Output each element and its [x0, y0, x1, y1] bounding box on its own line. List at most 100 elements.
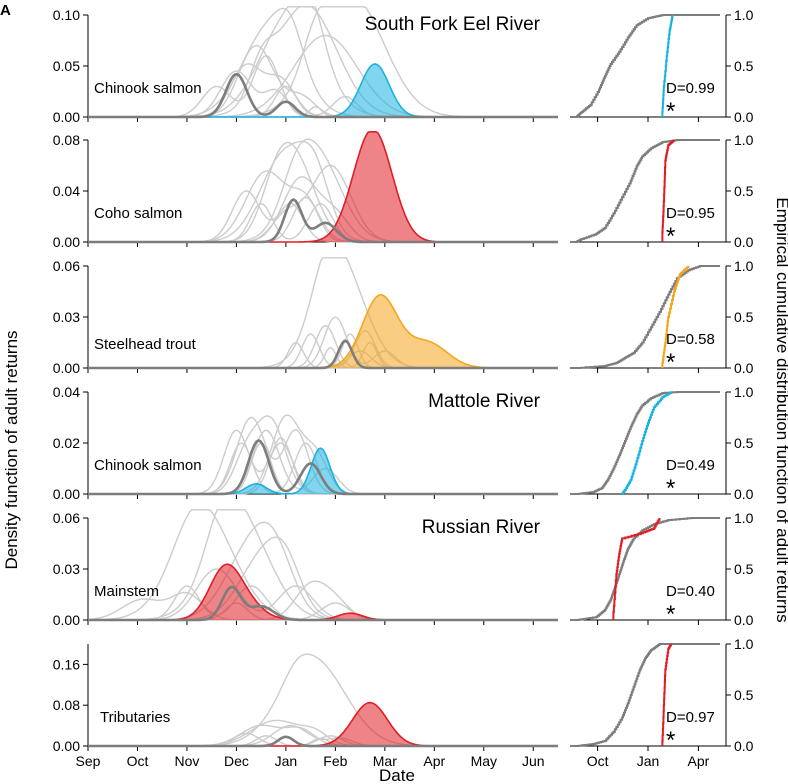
significance-marker: * [666, 223, 675, 250]
individual-year-line [88, 140, 558, 243]
y-tick-label: 0.03 [53, 561, 80, 577]
ecdf-x-tick-label: Oct [587, 753, 609, 769]
y-tick-label: 0.04 [53, 384, 80, 400]
ecdf-y-tick-label: 0.5 [734, 435, 754, 451]
panel-3: 0.00 0.03 0.06 Steelhead trout 0.0 0.5 1.0 D=0.… [53, 257, 754, 376]
ks-statistic: D=0.95 [666, 205, 715, 222]
focal-area [88, 294, 558, 368]
y-tick-label: 0.00 [53, 486, 80, 502]
species-label: Steelhead trout [94, 336, 197, 353]
species-label: Chinook salmon [94, 457, 202, 474]
y-tick-label: 0.08 [53, 132, 80, 148]
ecdf-focal-line [661, 15, 674, 117]
ecdf-axes [570, 140, 727, 243]
ecdf-y-tick-label: 0.5 [734, 687, 754, 703]
x-tick-label: Sep [76, 753, 101, 769]
y-axis-title-right: Empirical cumulative distribution functi… [773, 197, 788, 622]
ecdf-y-tick-label: 0.0 [734, 612, 754, 628]
ecdf-focal-line [612, 518, 661, 620]
significance-marker: * [666, 349, 675, 376]
significance-marker: * [666, 98, 675, 125]
y-tick-label: 0.00 [53, 738, 80, 754]
x-tick-label: Nov [174, 753, 199, 769]
significance-marker: * [666, 727, 675, 754]
density-axes [87, 140, 558, 243]
individual-year-line [88, 106, 558, 118]
ecdf-y-tick-label: 0.0 [734, 234, 754, 250]
ecdf-axes [570, 644, 727, 747]
individual-year-line [88, 34, 558, 118]
individual-year-line [88, 653, 558, 747]
x-tick-label: Feb [323, 753, 347, 769]
focal-area [88, 564, 558, 620]
ecdf-y-tick-label: 0.0 [734, 109, 754, 125]
ks-statistic: D=0.49 [666, 457, 715, 474]
y-tick-label: 0.08 [53, 697, 80, 713]
y-tick-label: 0.00 [53, 234, 80, 250]
ks-statistic: D=0.99 [666, 80, 715, 97]
ecdf-y-tick-label: 1.0 [734, 258, 754, 274]
ecdf-x-tick-label: Jan [637, 753, 660, 769]
historical-line [88, 198, 558, 244]
ecdf-y-tick-label: 1.0 [734, 132, 754, 148]
x-tick-label: May [471, 753, 497, 769]
y-tick-label: 0.05 [53, 58, 80, 74]
species-label: Tributaries [100, 709, 170, 726]
individual-year-line [88, 724, 558, 747]
historical-line [88, 735, 558, 748]
significance-marker: * [666, 601, 675, 628]
ecdf-y-tick-label: 0.0 [734, 486, 754, 502]
ecdf-y-tick-label: 0.5 [734, 58, 754, 74]
ecdf-axes [570, 392, 727, 495]
panel-4: 0.00 0.02 0.04 Chinook salmon Mattole River 0… [53, 384, 754, 502]
species-label: Chinook salmon [94, 80, 202, 97]
species-label: Mainstem [94, 583, 159, 600]
individual-year-line [88, 724, 558, 747]
individual-year-line [88, 141, 558, 243]
ecdf-focal-line [661, 266, 690, 368]
x-tick-label: Oct [127, 753, 149, 769]
x-tick-label: Dec [224, 753, 249, 769]
ecdf-y-tick-label: 0.0 [734, 360, 754, 376]
panel-1: 0.00 0.05 0.10 Chinook salmon South Fork Eel… [53, 6, 754, 125]
x-tick-label: Mar [373, 753, 397, 769]
historical-line [88, 72, 558, 119]
panel-2: 0.00 0.04 0.08 Coho salmon 0.0 0.5 1.0 D=0.95* [53, 131, 754, 250]
river-label: Russian River [422, 517, 541, 538]
ecdf-historical-line [576, 643, 720, 747]
ecdf-y-tick-label: 0.5 [734, 561, 754, 577]
historical-line [88, 439, 558, 496]
ecdf-y-tick-label: 1.0 [734, 636, 754, 652]
y-tick-label: 0.00 [53, 612, 80, 628]
ecdf-y-tick-label: 1.0 [734, 7, 754, 23]
species-label: Coho salmon [94, 205, 182, 222]
x-tick-label: Jun [522, 753, 545, 769]
ecdf-axes [570, 266, 727, 369]
ecdf-historical-line [576, 391, 720, 495]
ecdf-y-tick-label: 0.5 [734, 183, 754, 199]
significance-marker: * [666, 475, 675, 502]
ecdf-y-tick-label: 0.5 [734, 309, 754, 325]
river-label: Mattole River [428, 391, 541, 412]
ecdf-y-tick-label: 1.0 [734, 510, 754, 526]
ecdf-focal-line [661, 643, 672, 746]
historical-line [88, 339, 558, 370]
y-tick-label: 0.16 [53, 656, 80, 672]
individual-year-line [88, 164, 558, 243]
ecdf-focal-line [661, 139, 675, 242]
y-tick-label: 0.06 [53, 258, 80, 274]
ecdf-historical-line [576, 14, 720, 118]
ecdf-focal-line [621, 391, 672, 495]
y-tick-label: 0.02 [53, 435, 80, 451]
x-axis-title: Date [379, 766, 415, 784]
ks-statistic: D=0.58 [666, 331, 715, 348]
y-tick-label: 0.00 [53, 360, 80, 376]
ecdf-historical-line [576, 139, 720, 243]
ecdf-historical-line [576, 265, 720, 369]
historical-line [88, 585, 558, 622]
river-label: South Fork Eel River [365, 14, 541, 35]
density-axes [87, 644, 558, 747]
y-tick-label: 0.03 [53, 309, 80, 325]
ks-statistic: D=0.40 [666, 583, 715, 600]
